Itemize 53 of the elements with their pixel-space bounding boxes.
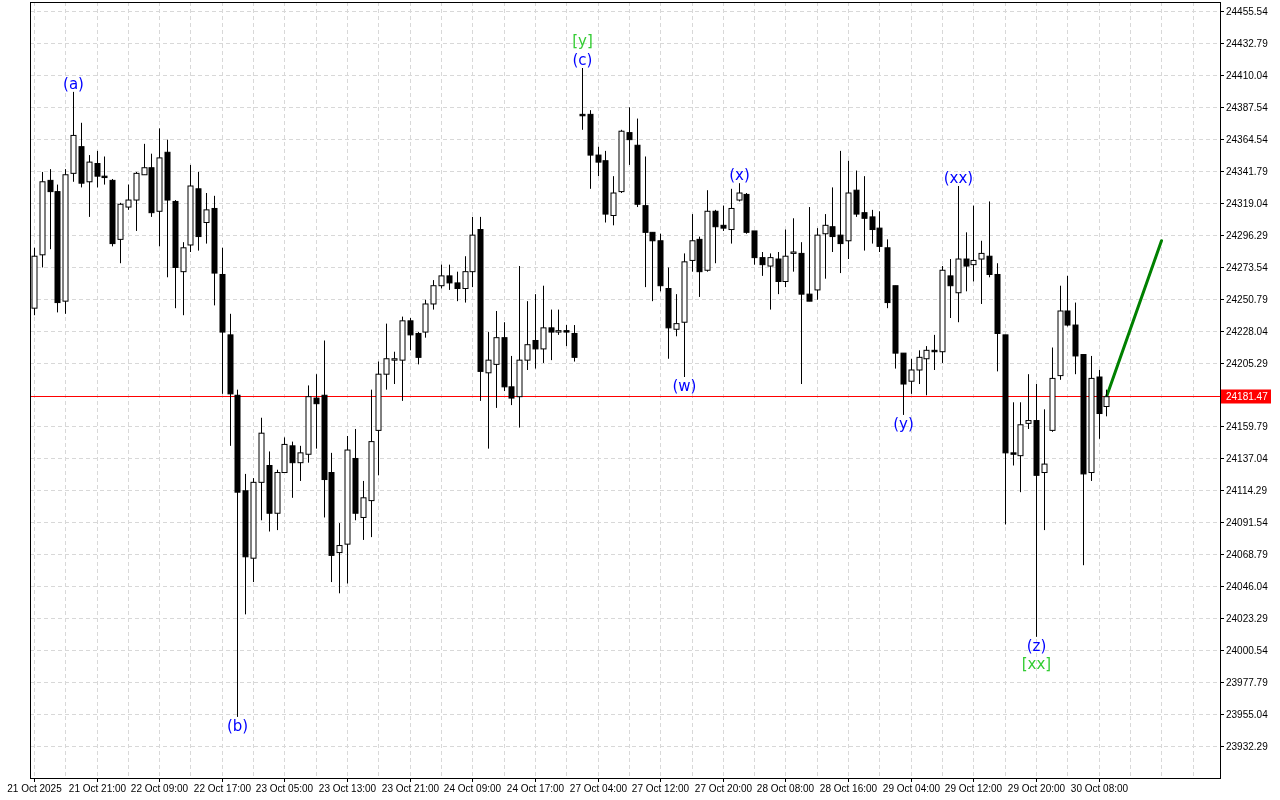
candlestick bbox=[571, 324, 578, 363]
y-tick-label: 24091.54 bbox=[1226, 517, 1269, 528]
annotation: (a) bbox=[63, 74, 84, 93]
y-tick-label: 24410.04 bbox=[1226, 70, 1269, 81]
ref-line-label: 24181.47 bbox=[1226, 391, 1269, 402]
y-tick-label: 23932.29 bbox=[1226, 741, 1269, 752]
annotation: (y) bbox=[893, 415, 914, 434]
y-tick-label: 24205.29 bbox=[1226, 358, 1269, 369]
x-tick-label: 21 Oct 2025 bbox=[7, 783, 63, 794]
x-tick-label: 23 Oct 21:00 bbox=[381, 783, 440, 794]
x-tick-label: 27 Oct 04:00 bbox=[569, 783, 628, 794]
y-tick-label: 24159.79 bbox=[1226, 421, 1269, 432]
x-tick-label: 27 Oct 12:00 bbox=[631, 783, 690, 794]
y-tick-label: 24455.54 bbox=[1226, 6, 1269, 17]
annotation: (c) bbox=[572, 51, 593, 70]
y-tick-label: 24432.79 bbox=[1226, 38, 1269, 49]
x-tick-label: 23 Oct 05:00 bbox=[255, 783, 314, 794]
x-tick-label: 27 Oct 20:00 bbox=[694, 783, 753, 794]
annotation: (xx) bbox=[943, 168, 974, 187]
y-tick-label: 24137.04 bbox=[1226, 453, 1269, 464]
x-tick-label: 21 Oct 21:00 bbox=[68, 783, 127, 794]
annotation: (z) bbox=[1026, 637, 1047, 656]
y-tick-label: 24000.54 bbox=[1226, 645, 1269, 656]
y-tick-label: 24387.54 bbox=[1226, 102, 1269, 113]
y-tick-label: 24023.29 bbox=[1226, 613, 1269, 624]
y-tick-label: 24114.29 bbox=[1226, 485, 1268, 496]
x-tick-label: 30 Oct 08:00 bbox=[1070, 783, 1129, 794]
y-tick-label: 24228.04 bbox=[1226, 326, 1269, 337]
y-tick-label: 24046.04 bbox=[1226, 581, 1269, 592]
x-tick-label: 29 Oct 12:00 bbox=[944, 783, 1003, 794]
y-tick-label: 24250.79 bbox=[1226, 294, 1269, 305]
y-tick-label: 24319.04 bbox=[1226, 198, 1269, 209]
annotation: [xx] bbox=[1021, 655, 1052, 674]
x-tick-label: 22 Oct 17:00 bbox=[193, 783, 252, 794]
y-tick-label: 24341.79 bbox=[1226, 166, 1269, 177]
x-tick-label: 22 Oct 09:00 bbox=[130, 783, 189, 794]
y-tick-label: 24364.54 bbox=[1226, 134, 1269, 145]
y-tick-label: 24296.29 bbox=[1226, 230, 1269, 241]
y-tick-label: 24068.79 bbox=[1226, 549, 1269, 560]
y-tick-label: 23977.79 bbox=[1226, 677, 1269, 688]
annotation: [y] bbox=[572, 32, 593, 51]
x-tick-label: 28 Oct 16:00 bbox=[819, 783, 878, 794]
annotation: (b) bbox=[226, 717, 249, 736]
annotation: (w) bbox=[672, 377, 697, 396]
y-tick-label: 23955.04 bbox=[1226, 709, 1269, 720]
x-tick-label: 29 Oct 20:00 bbox=[1007, 783, 1066, 794]
annotation: (x) bbox=[729, 166, 750, 185]
x-tick-label: 23 Oct 13:00 bbox=[318, 783, 377, 794]
x-tick-label: 28 Oct 08:00 bbox=[756, 783, 815, 794]
y-tick-label: 24273.54 bbox=[1226, 262, 1269, 273]
x-tick-label: 24 Oct 17:00 bbox=[506, 783, 565, 794]
x-tick-label: 29 Oct 04:00 bbox=[882, 783, 941, 794]
x-tick-label: 24 Oct 09:00 bbox=[443, 783, 502, 794]
